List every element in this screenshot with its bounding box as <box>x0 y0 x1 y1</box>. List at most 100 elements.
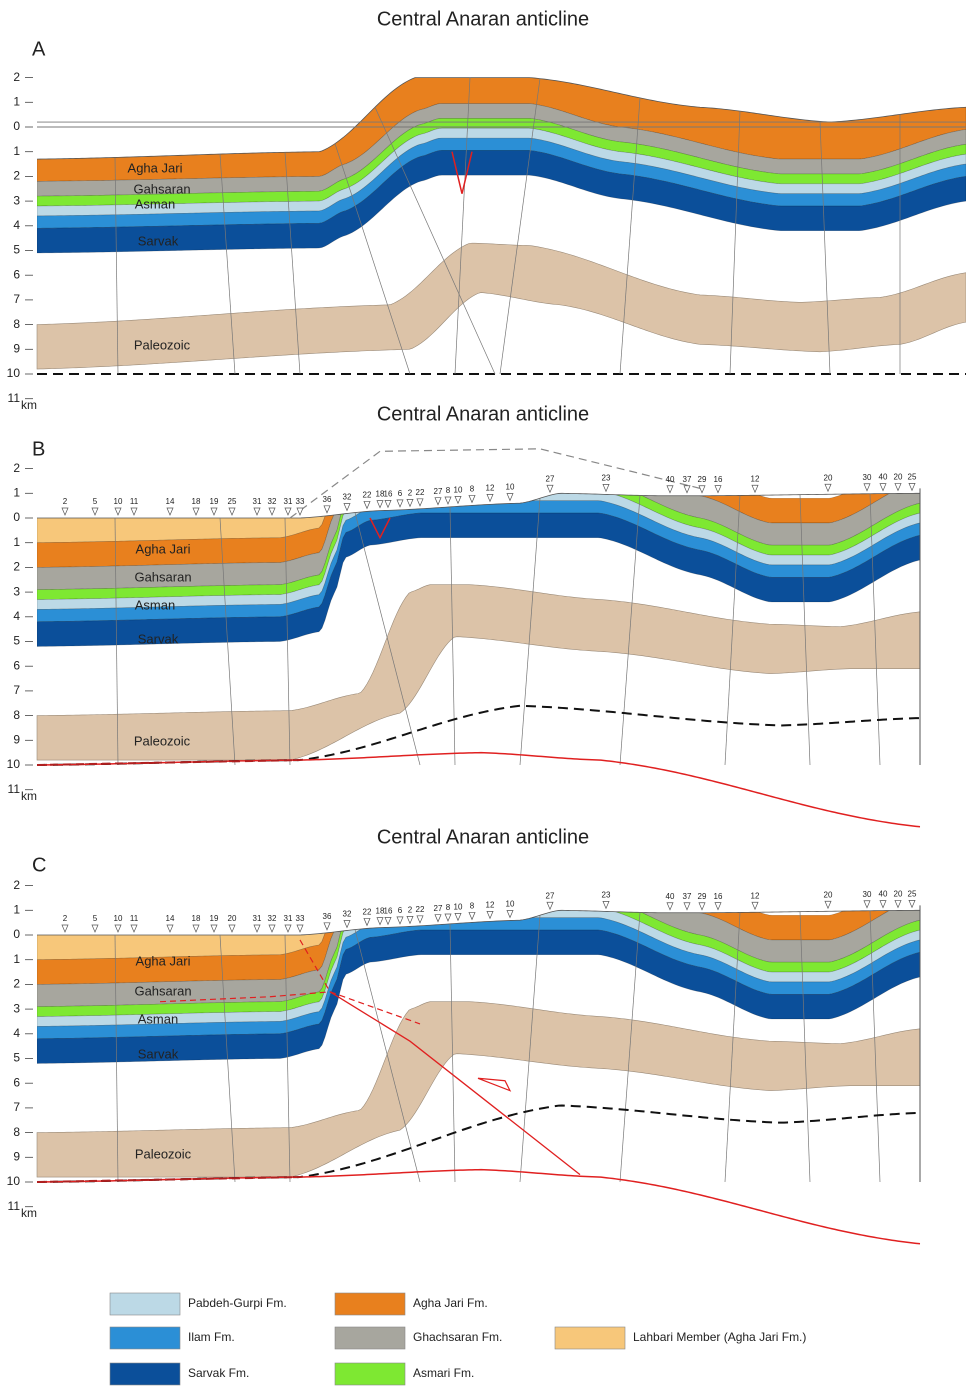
dip-label: 10 <box>454 902 463 911</box>
panel-title: Central Anaran anticline <box>377 8 589 30</box>
legend-label: Pabdeh-Gurpi Fm. <box>188 1296 287 1310</box>
formation-label: Gahsaran <box>134 983 191 998</box>
dip-label: 40 <box>879 890 888 899</box>
dip-marker <box>487 911 493 918</box>
dip-marker <box>547 485 553 492</box>
legend-label: Agha Jari Fm. <box>413 1296 488 1310</box>
depth-tick-label: 6 <box>13 1075 20 1089</box>
depth-tick-label: 1 <box>13 94 20 108</box>
depth-tick-label: 8 <box>13 708 20 722</box>
dip-marker <box>297 508 303 515</box>
dip-label: 10 <box>114 497 123 506</box>
depth-tick-label: 11 <box>8 782 21 796</box>
dip-label: 33 <box>296 914 305 923</box>
dip-marker <box>377 918 383 925</box>
depth-unit: km <box>21 1206 37 1220</box>
dip-marker <box>455 913 461 920</box>
legend-swatch <box>110 1363 180 1385</box>
depth-dash <box>37 760 300 765</box>
formation-label: Gahsaran <box>133 181 190 196</box>
dip-marker <box>324 923 330 930</box>
dip-marker <box>364 918 370 925</box>
dip-marker <box>229 508 235 515</box>
dip-marker <box>699 903 705 910</box>
dip-marker <box>507 910 513 917</box>
dip-marker <box>364 501 370 508</box>
dip-label: 5 <box>93 497 98 506</box>
dip-marker <box>469 495 475 502</box>
formation-label: Gahsaran <box>134 569 191 584</box>
legend-swatch <box>335 1293 405 1315</box>
dip-label: 11 <box>130 914 139 923</box>
dip-label: 25 <box>908 472 917 481</box>
dip-label: 29 <box>698 892 707 901</box>
dip-marker <box>455 496 461 503</box>
legend: Pabdeh-Gurpi Fm. Ilam Fm. Sarvak Fm. Agha J… <box>110 1293 806 1385</box>
dip-marker <box>193 925 199 932</box>
dip-marker <box>603 484 609 491</box>
depth-tick-label: 0 <box>13 510 20 524</box>
dip-label: 12 <box>751 474 760 483</box>
dip-label: 6 <box>398 906 403 915</box>
depth-tick-label: 7 <box>13 292 20 306</box>
depth-tick-label: 9 <box>13 1149 20 1163</box>
dip-label: 2 <box>63 914 68 923</box>
dip-label: 12 <box>751 891 760 900</box>
dip-marker <box>417 499 423 506</box>
formation-label: Agha Jari <box>136 541 191 556</box>
dip-marker <box>407 499 413 506</box>
dip-label: 20 <box>824 473 833 482</box>
dip-label: 25 <box>228 497 237 506</box>
dip-marker <box>435 498 441 505</box>
dip-marker <box>62 925 68 932</box>
dip-marker <box>385 500 391 507</box>
dip-label: 27 <box>546 891 555 900</box>
formation-label: Sarvak <box>138 631 179 646</box>
legend-swatch <box>110 1293 180 1315</box>
dip-label: 5 <box>93 914 98 923</box>
depth-tick-label: 6 <box>13 658 20 672</box>
dip-label: 16 <box>384 489 393 498</box>
dip-marker <box>344 920 350 927</box>
dip-marker <box>397 500 403 507</box>
dip-marker <box>667 903 673 910</box>
dip-label: 14 <box>166 914 175 923</box>
dip-marker <box>62 508 68 515</box>
dip-marker <box>880 901 886 908</box>
formation-label: Asman <box>135 196 175 211</box>
dip-marker <box>684 903 690 910</box>
dip-marker <box>131 925 137 932</box>
formation-label: Asman <box>138 1011 178 1026</box>
depth-tick-label: 10 <box>7 366 21 380</box>
dip-label: 23 <box>602 474 611 483</box>
dip-label: 32 <box>268 914 277 923</box>
dip-label: 20 <box>824 890 833 899</box>
dip-marker <box>254 925 260 932</box>
dip-label: 22 <box>363 491 372 500</box>
depth-tick-label: 7 <box>13 683 20 697</box>
dip-marker <box>715 486 721 493</box>
basal-detachment <box>37 753 920 827</box>
dip-marker <box>445 497 451 504</box>
dip-label: 36 <box>323 912 332 921</box>
dip-label: 30 <box>863 890 872 899</box>
depth-tick-label: 9 <box>13 341 20 355</box>
legend-label: Sarvak Fm. <box>188 1366 249 1380</box>
legend-label: Ilam Fm. <box>188 1330 235 1344</box>
dip-marker <box>269 925 275 932</box>
formation-label: Paleozoic <box>135 1146 192 1161</box>
depth-unit: km <box>21 398 37 412</box>
dip-label: 22 <box>416 905 425 914</box>
dip-marker <box>895 483 901 490</box>
formation-label: Sarvak <box>138 1046 179 1061</box>
depth-tick-label: 2 <box>13 461 20 475</box>
legend-swatch <box>335 1327 405 1349</box>
basal-detachment <box>37 1170 920 1244</box>
legend-label: Lahbari Member (Agha Jari Fm.) <box>633 1330 806 1344</box>
dip-label: 23 <box>602 891 611 900</box>
dip-marker <box>507 493 513 500</box>
slip-arrow <box>478 1078 510 1090</box>
legend-swatch <box>555 1327 625 1349</box>
depth-unit: km <box>21 789 37 803</box>
dip-label: 37 <box>683 475 692 484</box>
